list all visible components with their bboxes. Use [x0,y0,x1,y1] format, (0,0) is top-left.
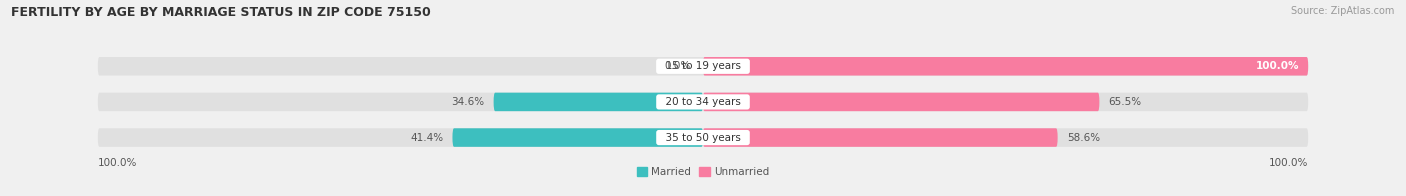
Text: 58.6%: 58.6% [1067,132,1099,142]
Legend: Married, Unmarried: Married, Unmarried [633,163,773,181]
Text: 41.4%: 41.4% [411,132,443,142]
FancyBboxPatch shape [98,57,1308,75]
FancyBboxPatch shape [703,93,1099,111]
Text: FERTILITY BY AGE BY MARRIAGE STATUS IN ZIP CODE 75150: FERTILITY BY AGE BY MARRIAGE STATUS IN Z… [11,6,432,19]
FancyBboxPatch shape [703,57,1308,75]
FancyBboxPatch shape [453,128,703,147]
Text: 34.6%: 34.6% [451,97,485,107]
Text: 100.0%: 100.0% [1256,61,1299,71]
FancyBboxPatch shape [98,93,1308,111]
Text: 0.0%: 0.0% [665,61,690,71]
Text: Source: ZipAtlas.com: Source: ZipAtlas.com [1291,6,1395,16]
Text: 100.0%: 100.0% [98,158,138,168]
FancyBboxPatch shape [703,128,1057,147]
Text: 100.0%: 100.0% [1268,158,1308,168]
Text: 65.5%: 65.5% [1108,97,1142,107]
Text: 35 to 50 years: 35 to 50 years [659,132,747,142]
FancyBboxPatch shape [98,128,1308,147]
FancyBboxPatch shape [494,93,703,111]
Text: 20 to 34 years: 20 to 34 years [659,97,747,107]
Text: 15 to 19 years: 15 to 19 years [659,61,747,71]
